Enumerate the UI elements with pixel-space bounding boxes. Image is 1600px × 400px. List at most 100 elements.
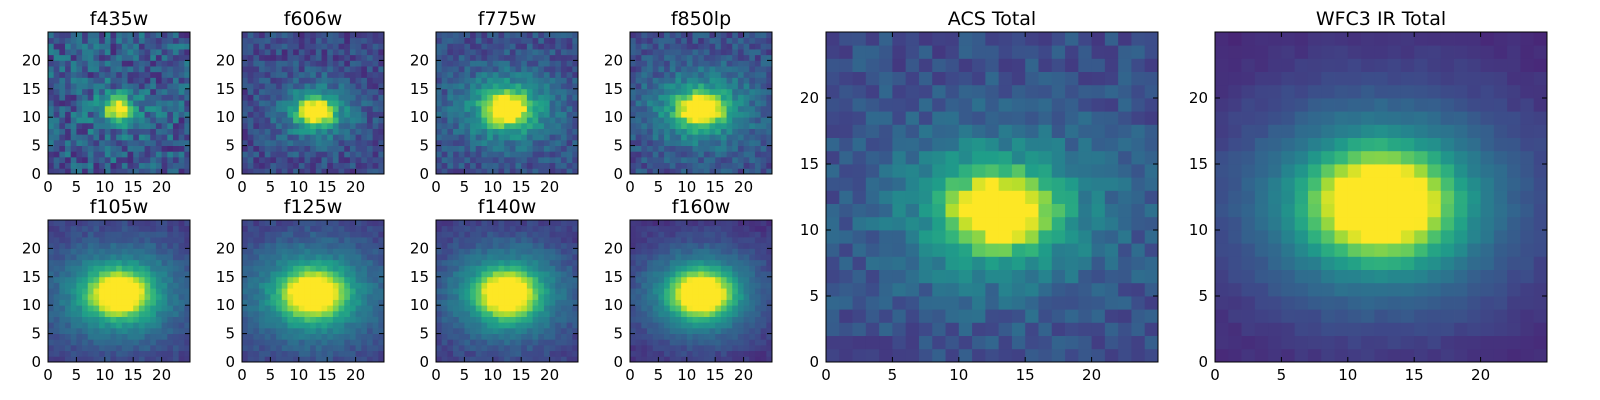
heatmap-cell bbox=[327, 66, 334, 73]
heatmap-cell bbox=[76, 43, 83, 50]
heatmap-cell bbox=[332, 327, 339, 334]
heatmap-cell bbox=[652, 299, 659, 306]
heatmap-cell bbox=[726, 88, 733, 95]
heatmap-cell bbox=[709, 310, 716, 317]
heatmap-cell bbox=[178, 310, 185, 317]
heatmap-cell bbox=[366, 282, 374, 289]
heatmap-cell bbox=[635, 37, 642, 44]
heatmap-cell bbox=[298, 134, 305, 141]
heatmap-cell bbox=[372, 128, 379, 135]
heatmap-cell bbox=[344, 254, 351, 261]
heatmap-cell bbox=[532, 276, 539, 283]
heatmap-cell bbox=[487, 310, 494, 317]
heatmap-cell bbox=[76, 310, 83, 317]
heatmap-cell bbox=[555, 259, 562, 266]
heatmap-cell bbox=[144, 100, 151, 107]
heatmap-cell bbox=[692, 305, 699, 312]
heatmap-cell bbox=[515, 310, 522, 317]
heatmap-cell bbox=[566, 231, 573, 238]
heatmap-cell bbox=[766, 168, 773, 175]
heatmap-cell bbox=[475, 316, 482, 323]
heatmap-cell bbox=[703, 66, 710, 73]
heatmap-cell bbox=[749, 77, 756, 84]
heatmap-cell bbox=[635, 350, 642, 357]
heatmap-cell bbox=[652, 271, 659, 278]
heatmap-cell bbox=[441, 71, 448, 78]
heatmap-cell bbox=[93, 60, 100, 67]
heatmap-cell bbox=[698, 151, 705, 158]
heatmap-cell bbox=[344, 77, 351, 84]
heatmap-cell bbox=[65, 105, 72, 112]
heatmap-cell bbox=[270, 117, 277, 124]
heatmap-cell bbox=[253, 111, 260, 118]
heatmap-cell bbox=[715, 344, 722, 352]
heatmap-cell bbox=[161, 43, 168, 50]
heatmap-cell bbox=[304, 100, 311, 107]
heatmap-cell bbox=[76, 276, 83, 283]
heatmap-cell bbox=[475, 333, 482, 340]
heatmap-cell bbox=[681, 288, 688, 295]
heatmap-cell bbox=[487, 32, 494, 39]
heatmap-cell bbox=[732, 282, 739, 289]
heatmap-cell bbox=[447, 111, 454, 118]
heatmap-cell bbox=[293, 225, 300, 232]
x-tick-label: 10 bbox=[677, 178, 696, 196]
heatmap-cell bbox=[492, 282, 499, 289]
heatmap-cell bbox=[127, 220, 134, 227]
heatmap-cell bbox=[99, 282, 106, 289]
heatmap-cell bbox=[93, 327, 100, 334]
heatmap-cell bbox=[264, 305, 271, 312]
heatmap-cell bbox=[110, 231, 117, 238]
heatmap-cell bbox=[332, 100, 339, 107]
heatmap-cell bbox=[504, 276, 511, 283]
heatmap-cell bbox=[133, 237, 140, 244]
heatmap-cell bbox=[144, 248, 151, 255]
heatmap-cell bbox=[447, 134, 454, 141]
heatmap-cell bbox=[110, 168, 117, 175]
heatmap-cell bbox=[487, 43, 494, 50]
heatmap-cell bbox=[338, 117, 345, 124]
heatmap-cell bbox=[453, 339, 460, 346]
heatmap-cell bbox=[458, 105, 465, 112]
heatmap-cell bbox=[355, 156, 362, 164]
heatmap-cell bbox=[749, 316, 756, 323]
heatmap-cell bbox=[441, 49, 448, 56]
heatmap-cell bbox=[59, 293, 66, 300]
y-tick-label: 0 bbox=[613, 165, 623, 183]
heatmap-cell bbox=[743, 88, 750, 95]
heatmap-cell bbox=[264, 271, 271, 278]
heatmap-cell bbox=[675, 168, 682, 175]
heatmap-cell bbox=[630, 151, 637, 158]
heatmap-cell bbox=[93, 54, 100, 61]
heatmap-cell bbox=[344, 32, 351, 39]
heatmap-cell bbox=[264, 333, 271, 340]
heatmap-cell bbox=[298, 122, 305, 129]
heatmap-cell bbox=[521, 43, 528, 50]
heatmap-cell bbox=[378, 339, 385, 346]
heatmap-cell bbox=[304, 220, 311, 227]
heatmap-cell bbox=[87, 168, 94, 175]
heatmap-cell bbox=[470, 344, 477, 352]
heatmap-cell bbox=[167, 322, 174, 329]
heatmap-cell bbox=[681, 105, 688, 112]
heatmap-cell bbox=[281, 305, 288, 312]
heatmap-cell bbox=[82, 162, 89, 169]
heatmap-cell bbox=[698, 305, 705, 312]
heatmap-cell bbox=[242, 231, 249, 238]
heatmap-cell bbox=[566, 299, 573, 306]
heatmap-cell bbox=[349, 162, 356, 169]
heatmap-cell bbox=[70, 94, 77, 101]
heatmap-cell bbox=[464, 225, 471, 232]
heatmap-cell bbox=[116, 54, 123, 61]
heatmap-cell bbox=[121, 83, 128, 90]
heatmap-cell bbox=[110, 293, 117, 300]
heatmap-cell bbox=[247, 77, 254, 84]
heatmap-cell bbox=[138, 242, 145, 249]
heatmap-cell bbox=[178, 350, 185, 357]
heatmap-cell bbox=[172, 310, 180, 317]
heatmap-cell bbox=[87, 66, 94, 73]
heatmap-cell bbox=[754, 316, 762, 323]
heatmap-cell bbox=[167, 54, 174, 61]
heatmap-cell bbox=[658, 151, 665, 158]
heatmap-cell bbox=[372, 71, 379, 78]
